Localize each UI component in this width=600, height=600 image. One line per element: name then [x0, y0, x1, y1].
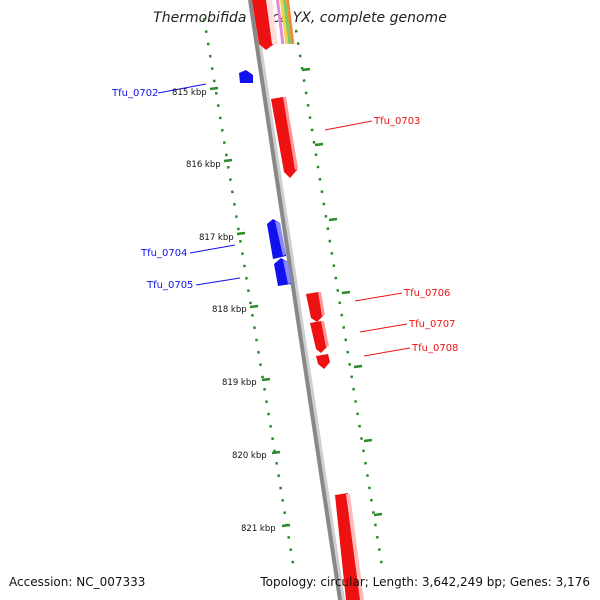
ruler-label-816: 816 kbp [186, 160, 221, 170]
gene-Tfu_0703-shape[interactable] [271, 97, 298, 178]
gene-Tfu_0704-shape[interactable] [267, 219, 286, 259]
gene-Tfu_0708-shape[interactable] [316, 354, 330, 369]
bottom-feature [335, 493, 364, 600]
gene-label-Tfu_0708[interactable]: Tfu_0708 [411, 343, 458, 354]
ruler-label-820: 820 kbp [232, 451, 267, 461]
gene-label-Tfu_0703[interactable]: Tfu_0703 [373, 116, 420, 127]
gene-label-Tfu_0705[interactable]: Tfu_0705 [146, 280, 193, 291]
ruler-label-815: 815 kbp [172, 88, 207, 98]
backbone-line [248, 0, 342, 600]
gene-label-Tfu_0704[interactable]: Tfu_0704 [140, 248, 187, 259]
gene-label-Tfu_0707[interactable]: Tfu_0707 [408, 319, 455, 330]
outer-tick-marks [301, 67, 383, 517]
accession-text: Accession: NC_007333 [9, 575, 146, 589]
gene-Tfu_0705-shape[interactable] [274, 258, 291, 286]
map-title: Thermobifida fusca YX, complete genome [153, 10, 447, 26]
ruler-label-818: 818 kbp [212, 305, 247, 315]
inner-tick-marks [209, 86, 291, 528]
ruler-label-819: 819 kbp [222, 378, 257, 388]
gene-Tfu_0706-shape[interactable] [306, 292, 325, 322]
gene-label-Tfu_0702[interactable]: Tfu_0702 [111, 88, 158, 99]
gene-Tfu_0702-shape[interactable] [239, 70, 253, 83]
gene-Tfu_0707-shape[interactable] [310, 321, 329, 353]
outer-scale-dots [294, 29, 384, 567]
top-features [252, 0, 295, 50]
ruler-label-817: 817 kbp [199, 233, 234, 243]
gene-label-Tfu_0706[interactable]: Tfu_0706 [403, 288, 450, 299]
leader-lines [157, 83, 411, 357]
ruler-label-821: 821 kbp [241, 524, 276, 534]
genome-summary-text: Topology: circular; Length: 3,642,249 bp… [260, 575, 590, 589]
